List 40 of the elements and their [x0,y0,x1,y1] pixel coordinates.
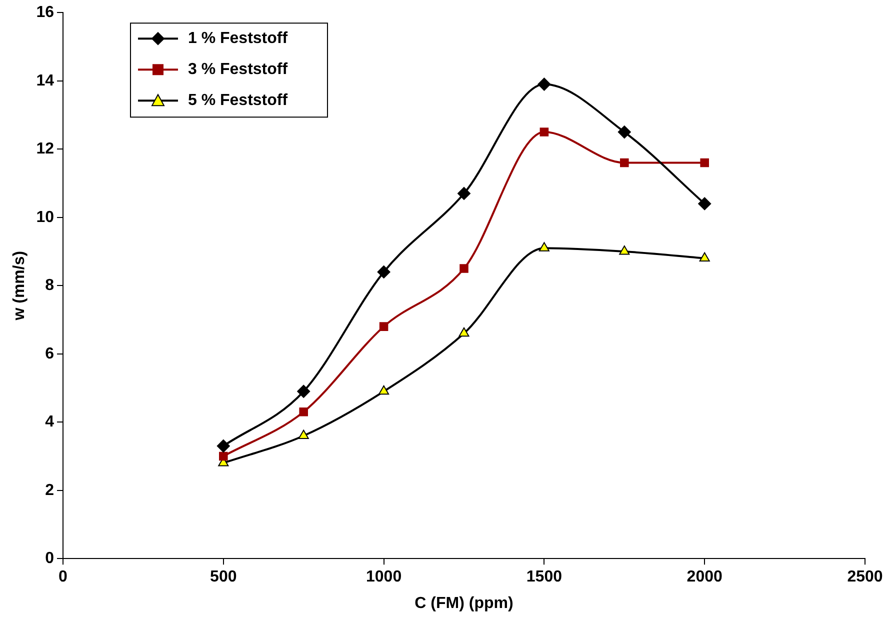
point [460,264,468,273]
y-tick-label: 6 [45,345,54,362]
legend-label: 5 % Feststoff [188,92,288,110]
point [379,322,388,331]
legend-label: 3 % Feststoff [188,61,288,78]
point [618,126,631,139]
point [538,242,550,252]
point [698,197,712,210]
y-axis-title: w (mm/s) [11,250,28,322]
x-tick-label: 0 [58,568,68,586]
point [699,252,710,262]
point [298,430,309,439]
point [619,245,630,255]
point [377,265,390,278]
point [378,385,390,395]
x-tick-label: 2000 [686,568,722,586]
point [297,384,310,398]
y-tick-label: 12 [36,140,54,158]
y-tick-label: 10 [36,208,54,226]
point [538,78,551,91]
y-tick-label: 16 [36,4,54,22]
point [620,158,629,168]
y-tick-label: 14 [36,72,54,90]
point [219,452,228,461]
point [299,407,308,416]
y-tick-label: 8 [45,277,54,294]
x-axis-title: C (FM) (ppm) [414,594,514,612]
point [458,327,470,337]
y-tick-label: 2 [45,482,54,499]
point [216,439,230,452]
x-tick-label: 500 [210,568,237,586]
point [458,186,470,200]
y-tick-label: 4 [45,414,54,431]
point [700,158,709,168]
y-tick-label: 0 [45,550,54,568]
legend-label: 1 % Feststoff [188,30,288,48]
x-tick-label: 1500 [526,568,562,586]
x-tick-label: 1000 [366,568,402,586]
x-tick-label: 2500 [847,568,883,586]
point [540,128,549,136]
